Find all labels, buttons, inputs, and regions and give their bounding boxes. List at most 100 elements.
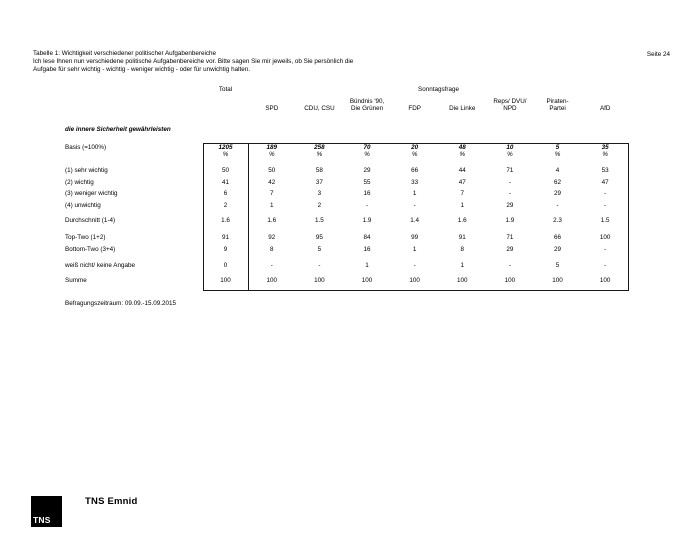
column-group-sonntagsfrage: Sonntagsfrage — [418, 86, 459, 93]
table-row: (3) weniger wichtig 6 7 3 16 1 7 - 29 - — [65, 190, 629, 197]
value-cell: 1.9 — [362, 217, 372, 224]
value-cell: 5 — [317, 245, 322, 253]
value-cell: - — [413, 201, 416, 209]
value-cell: 1 — [460, 201, 465, 209]
basis-cell: 5% — [534, 144, 582, 158]
value-cell: 6 — [223, 190, 228, 197]
survey-period: Befragungszeitraum: 09.09.-15.09.2015 — [65, 300, 176, 307]
data-table: Basis (=100%) 1205% 189% 258% 70% 20% 48% 10% 5… — [65, 143, 629, 291]
value-cell: 84 — [363, 234, 371, 241]
value-cell: 5 — [555, 261, 560, 269]
caption-question-line2: Aufgabe für sehr wichtig - wichtig - wen… — [33, 66, 250, 74]
value-cell: - — [604, 190, 607, 197]
row-label: Summe — [65, 277, 87, 284]
basis-value: 48 — [458, 144, 466, 151]
party-column-header-line: Reps/ DVU/ — [493, 97, 527, 105]
value-cell: 44 — [458, 167, 466, 174]
value-cell: 99 — [411, 234, 419, 241]
value-cell: 92 — [268, 234, 276, 241]
value-cell: 2 — [317, 201, 322, 209]
value-cell: 42 — [268, 178, 276, 186]
basis-value: 5 — [555, 144, 560, 151]
value-cell: 100 — [220, 277, 231, 284]
value-cell: 1 — [270, 201, 274, 209]
row-label: weiß nicht/ keine Angabe — [65, 261, 136, 269]
value-cell: 71 — [506, 167, 514, 174]
party-column-header-line: Partei — [549, 104, 566, 112]
percent-sign: % — [411, 151, 418, 159]
row-label: (2) wichtig — [65, 178, 94, 186]
party-column-header: Bündnis '90, Die Grünen — [343, 94, 391, 112]
row-label: (4) unwichtig — [65, 201, 101, 209]
party-column-header-line: NPD — [503, 104, 517, 112]
table-row: (1) sehr wichtig 50 50 58 29 66 44 71 4 53 — [65, 167, 629, 174]
value-cell: 100 — [457, 277, 468, 284]
party-column-header: AfD — [581, 94, 629, 112]
column-group-total: Total — [218, 86, 233, 93]
value-cell: - — [604, 245, 607, 253]
value-cell: 1.6 — [457, 217, 467, 224]
value-cell: - — [508, 178, 511, 186]
value-cell: 4 — [555, 167, 560, 174]
value-cell: - — [270, 261, 273, 269]
basis-value: 35 — [601, 144, 609, 151]
value-cell: 16 — [363, 190, 371, 197]
value-cell: 66 — [554, 234, 562, 241]
value-cell: - — [556, 201, 559, 209]
value-cell: 1 — [460, 261, 465, 269]
party-column-header: FDP — [391, 94, 439, 112]
basis-value: 70 — [363, 144, 371, 151]
table-border — [203, 143, 629, 291]
caption-title: Tabelle 1: Wichtigkeit verschiedener pol… — [33, 50, 217, 57]
value-cell: 29 — [554, 190, 562, 197]
value-cell: 50 — [268, 167, 276, 174]
value-cell: 47 — [458, 178, 466, 186]
value-cell: 66 — [411, 167, 419, 174]
value-cell: 1.5 — [315, 217, 324, 224]
percent-sign: % — [507, 151, 513, 159]
value-cell: 2 — [223, 201, 228, 209]
row-label: (3) weniger wichtig — [65, 190, 118, 197]
party-column-headers: SPD CDU, CSU Bündnis '90, Die Grünen FDP Die … — [248, 94, 629, 112]
value-cell: 33 — [411, 178, 419, 186]
total-column-divider — [248, 143, 249, 291]
value-cell: - — [318, 261, 321, 269]
value-cell: 1 — [412, 245, 417, 253]
value-cell: 100 — [266, 277, 278, 284]
table-row: Top-Two (1+2) 91 92 95 84 99 91 71 66 100 — [65, 234, 629, 241]
value-cell: 100 — [552, 277, 563, 284]
value-cell: 2.3 — [553, 217, 562, 224]
party-column-header: Reps/ DVU/NPD — [486, 94, 534, 112]
party-column-header: Die Linke — [439, 94, 487, 112]
party-column-header-line: SPD — [265, 104, 279, 112]
basis-cell: 258% — [296, 144, 344, 158]
section-title: die innere Sicherheit gewährleisten — [65, 126, 171, 133]
value-cell: 0 — [223, 261, 228, 269]
value-cell: 91 — [458, 234, 466, 241]
tns-logo: TNS — [31, 496, 62, 527]
value-cell: 7 — [460, 190, 465, 197]
value-cell: - — [366, 201, 369, 209]
party-column-header: CDU, CSU — [296, 94, 344, 112]
percent-sign: % — [554, 151, 561, 159]
tns-logo-text: TNS — [33, 515, 51, 525]
value-cell: 58 — [315, 167, 323, 174]
party-column-header-line: AfD — [599, 104, 611, 112]
basis-cell: 70% — [343, 144, 391, 158]
value-cell: 29 — [363, 167, 371, 174]
value-cell: 16 — [363, 245, 371, 253]
value-cell: 1.9 — [505, 217, 515, 224]
value-cell: 1.4 — [410, 217, 420, 224]
basis-cell: 1205% — [203, 144, 248, 158]
value-cell: 100 — [599, 277, 611, 284]
brand-name: TNS Emnid — [85, 496, 138, 507]
percent-sign: % — [459, 151, 466, 159]
value-cell: 29 — [506, 245, 514, 253]
basis-value: 20 — [411, 144, 419, 151]
value-cell: 71 — [506, 234, 514, 241]
value-cell: 1.6 — [221, 217, 230, 224]
basis-cell: 189% — [248, 144, 296, 158]
value-cell: 91 — [221, 234, 229, 241]
table-caption: Tabelle 1: Wichtigkeit verschiedener pol… — [33, 50, 353, 74]
value-cell: 37 — [315, 178, 323, 186]
